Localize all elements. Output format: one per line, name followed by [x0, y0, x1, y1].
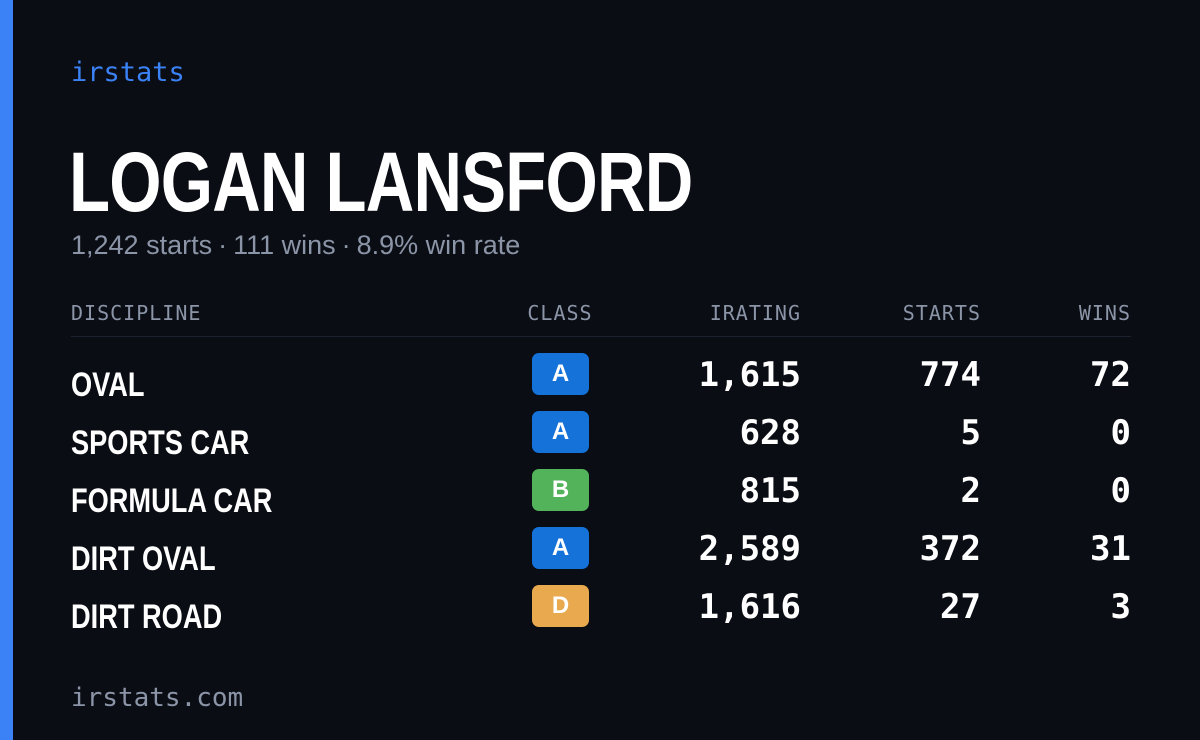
- wins-value: 31: [1090, 529, 1131, 569]
- class-badge: A: [532, 353, 589, 395]
- starts-value: 2: [960, 471, 981, 511]
- class-badge: A: [532, 411, 589, 453]
- header-starts: STARTS: [902, 301, 981, 325]
- starts-value: 5: [960, 413, 981, 453]
- class-badge: B: [532, 469, 589, 511]
- header-class: CLASS: [527, 301, 593, 325]
- discipline-name: FORMULA CAR: [71, 482, 273, 520]
- table-row: OVAL A 1,615 774 72: [71, 353, 1131, 411]
- discipline-name: DIRT OVAL: [71, 540, 216, 578]
- discipline-name: DIRT ROAD: [71, 598, 223, 636]
- class-badge: A: [532, 527, 589, 569]
- header-irating: IRATING: [709, 301, 801, 325]
- footer-url: irstats.com: [71, 683, 244, 713]
- starts-value: 27: [940, 587, 981, 627]
- table-row: FORMULA CAR B 815 2 0: [71, 469, 1131, 527]
- table-row: DIRT ROAD D 1,616 27 3: [71, 585, 1131, 643]
- wins-value: 72: [1090, 355, 1131, 395]
- driver-summary: 1,242 starts · 111 wins · 8.9% win rate: [71, 228, 520, 262]
- irating-value: 815: [739, 471, 801, 511]
- driver-name: LOGAN LANSFORD: [69, 135, 693, 229]
- summary-separator: ·: [341, 230, 351, 260]
- starts-value: 774: [919, 355, 981, 395]
- summary-win-rate: 8.9% win rate: [356, 230, 521, 260]
- summary-starts: 1,242 starts: [71, 230, 213, 260]
- header-discipline: DISCIPLINE: [71, 301, 202, 325]
- irating-value: 1,616: [698, 587, 801, 627]
- table-body: OVAL A 1,615 774 72 SPORTS CAR A 628 5 0…: [71, 337, 1131, 643]
- irating-value: 628: [739, 413, 801, 453]
- table-row: DIRT OVAL A 2,589 372 31: [71, 527, 1131, 585]
- discipline-name: SPORTS CAR: [71, 424, 250, 462]
- summary-separator: ·: [218, 230, 228, 260]
- starts-value: 372: [919, 529, 981, 569]
- accent-bar: [0, 0, 13, 740]
- wins-value: 0: [1110, 471, 1131, 511]
- table-row: SPORTS CAR A 628 5 0: [71, 411, 1131, 469]
- brand-logo: irstats: [71, 57, 185, 88]
- irating-value: 2,589: [698, 529, 801, 569]
- stats-table: DISCIPLINE CLASS IRATING STARTS WINS OVA…: [71, 296, 1131, 643]
- discipline-name: OVAL: [71, 366, 145, 404]
- table-header: DISCIPLINE CLASS IRATING STARTS WINS: [71, 296, 1131, 337]
- header-wins: WINS: [1078, 301, 1131, 325]
- wins-value: 0: [1110, 413, 1131, 453]
- summary-wins: 111 wins: [233, 230, 336, 260]
- wins-value: 3: [1110, 587, 1131, 627]
- irating-value: 1,615: [698, 355, 801, 395]
- class-badge: D: [532, 585, 589, 627]
